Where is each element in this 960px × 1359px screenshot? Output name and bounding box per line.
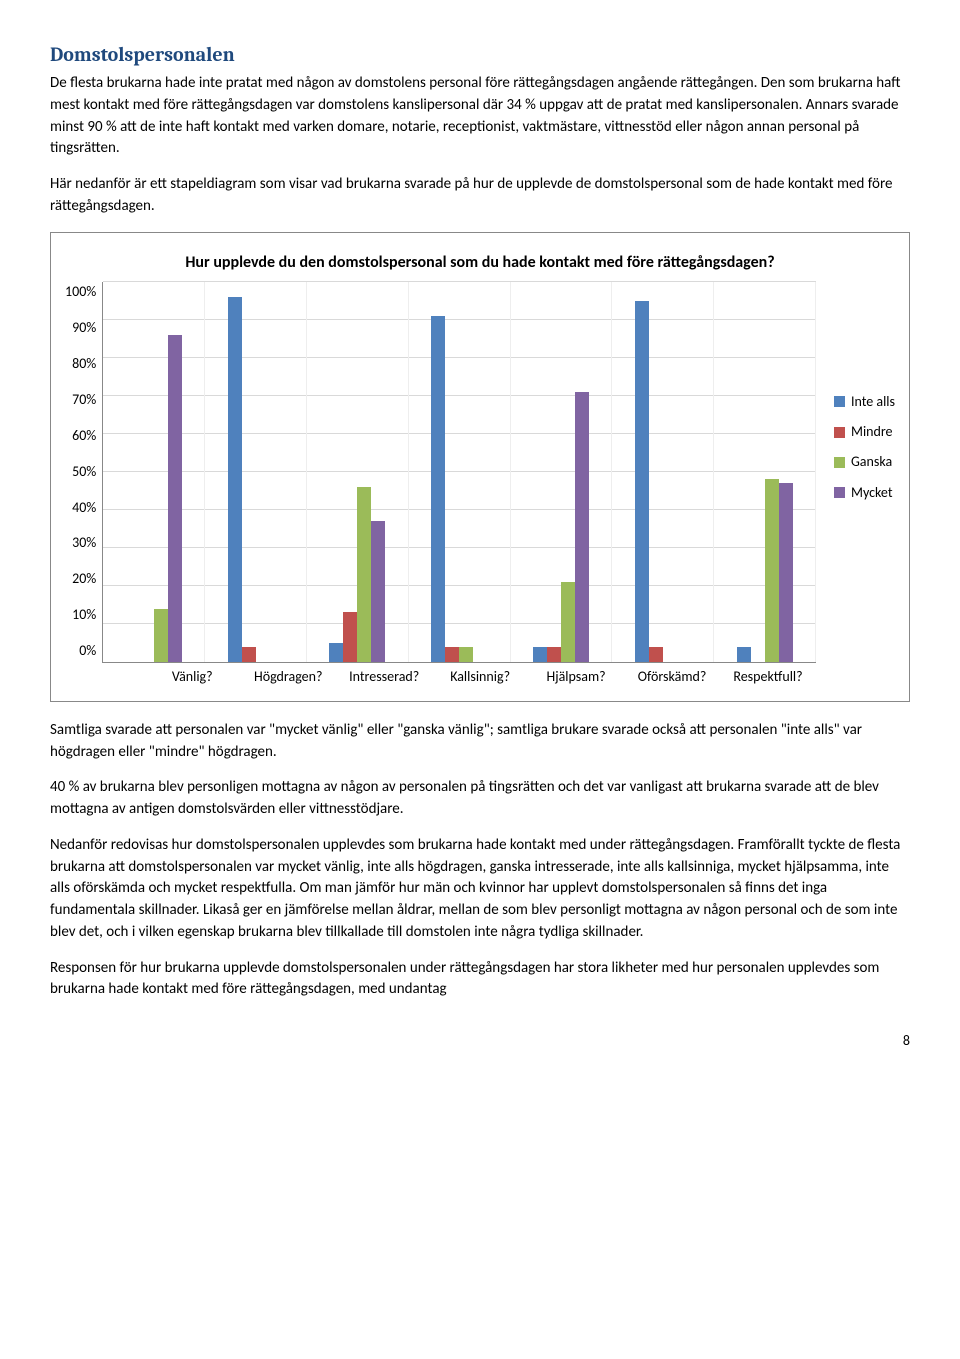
paragraph-6: Responsen för hur brukarna upplevde doms…: [50, 958, 910, 1002]
bar-group: [103, 282, 205, 662]
legend-swatch: [834, 427, 845, 438]
x-tick-label: Vänlig?: [144, 663, 240, 687]
bar: [242, 647, 256, 662]
bar-group: [714, 282, 816, 662]
chart-y-axis: 100% 90% 80% 70% 60% 50% 40% 30% 20% 10% 0%: [65, 282, 102, 662]
bar: [228, 297, 242, 662]
bar: [779, 483, 793, 662]
y-tick-label: 20%: [72, 569, 96, 589]
y-tick-label: 100%: [65, 282, 96, 302]
legend-item: Mycket: [834, 483, 895, 503]
bar: [561, 582, 575, 662]
paragraph-5: Nedanför redovisas hur domstolspersonale…: [50, 835, 910, 944]
legend-item: Ganska: [834, 452, 895, 472]
bar: [765, 479, 779, 661]
chart-plot-area: [102, 282, 816, 663]
bar: [431, 316, 445, 662]
legend-swatch: [834, 487, 845, 498]
x-tick-label: Intresserad?: [336, 663, 432, 687]
y-tick-label: 60%: [72, 426, 96, 446]
legend-swatch: [834, 396, 845, 407]
bar-group: [612, 282, 714, 662]
paragraph-4: 40 % av brukarna blev personligen mottag…: [50, 777, 910, 821]
bar: [343, 612, 357, 661]
section-heading: Domstolspersonalen: [50, 40, 910, 69]
bar: [357, 487, 371, 662]
chart-container: Hur upplevde du den domstolspersonal som…: [50, 232, 910, 702]
x-tick-label: Oförskämd?: [624, 663, 720, 687]
x-tick-label: Kallsinnig?: [432, 663, 528, 687]
y-tick-label: 0%: [79, 641, 96, 661]
bar: [547, 647, 561, 662]
bar: [168, 335, 182, 662]
y-tick-label: 70%: [72, 390, 96, 410]
x-tick-label: Hjälpsam?: [528, 663, 624, 687]
bar-group: [307, 282, 409, 662]
bar: [154, 609, 168, 662]
y-tick-label: 40%: [72, 498, 96, 518]
chart-legend: Inte alls Mindre Ganska Mycket: [816, 282, 895, 687]
chart-title: Hur upplevde du den domstolspersonal som…: [65, 251, 895, 274]
legend-item: Mindre: [834, 422, 895, 442]
legend-label: Mindre: [851, 422, 893, 442]
bar: [737, 647, 751, 662]
legend-item: Inte alls: [834, 392, 895, 412]
paragraph-2: Här nedanför är ett stapeldiagram som vi…: [50, 174, 910, 218]
paragraph-1: De flesta brukarna hade inte pratat med …: [50, 73, 910, 160]
legend-label: Ganska: [851, 452, 892, 472]
bar: [329, 643, 343, 662]
bar: [445, 647, 459, 662]
x-tick-label: Högdragen?: [240, 663, 336, 687]
y-tick-label: 80%: [72, 354, 96, 374]
y-tick-label: 10%: [72, 605, 96, 625]
bar: [575, 392, 589, 662]
bar: [371, 521, 385, 662]
legend-label: Mycket: [851, 483, 893, 503]
bar-group: [409, 282, 511, 662]
page-number: 8: [50, 1031, 910, 1051]
y-tick-label: 90%: [72, 318, 96, 338]
chart-x-axis: Vänlig?Högdragen?Intresserad?Kallsinnig?…: [144, 663, 816, 687]
bar: [635, 301, 649, 662]
legend-swatch: [834, 457, 845, 468]
y-tick-label: 50%: [72, 462, 96, 482]
y-tick-label: 30%: [72, 533, 96, 553]
bar-group: [205, 282, 307, 662]
bar: [459, 647, 473, 662]
x-tick-label: Respektfull?: [720, 663, 816, 687]
bar-group: [511, 282, 613, 662]
bar: [533, 647, 547, 662]
legend-label: Inte alls: [851, 392, 895, 412]
paragraph-3: Samtliga svarade att personalen var "myc…: [50, 720, 910, 764]
bar: [649, 647, 663, 662]
